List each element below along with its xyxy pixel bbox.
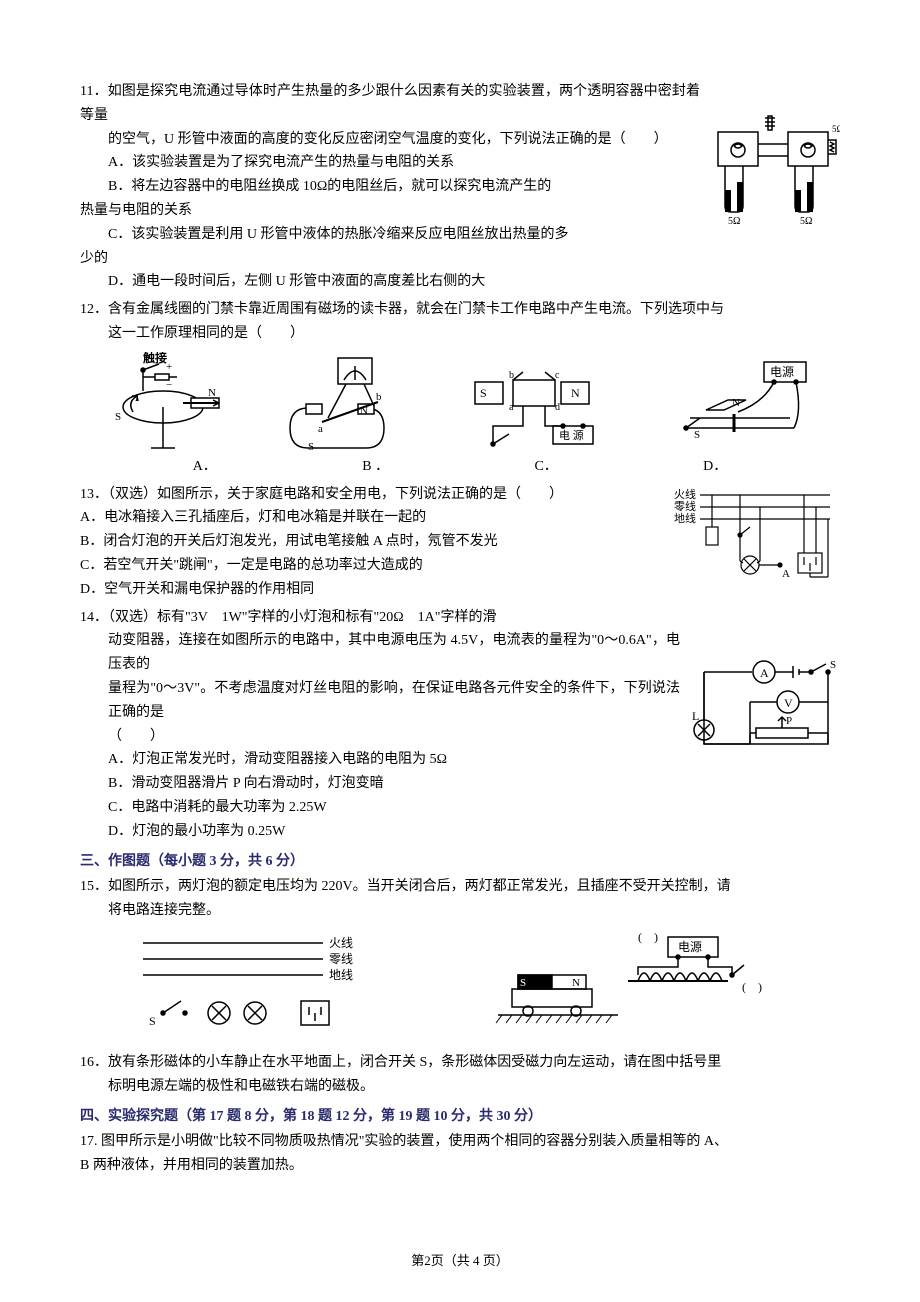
q12-fig-b: N S a b — [278, 352, 418, 452]
q14-opt-b: B．滑动变阻器滑片 P 向右滑动时，灯泡变暗 — [80, 772, 840, 796]
question-16: 16．放有条形磁体的小车静止在水平地面上，闭合开关 S，条形磁体因受磁力向左运动… — [80, 1051, 840, 1099]
q13-figure: 火线 零线 地线 A — [670, 483, 840, 583]
q15-figure-left: 火线 零线 地线 S — [133, 929, 383, 1039]
q12-option-labels: A． B ． C． D． — [80, 455, 840, 479]
q13-opt-b: B．闭合灯泡的开关后灯泡发光，用试电笔接触 A 点时，氖管不发光 — [80, 534, 498, 549]
q12c-N: N — [571, 386, 580, 400]
q12b-b: b — [376, 391, 382, 403]
q12-label-d: D． — [703, 455, 727, 479]
q12-label-b: B ． — [362, 455, 389, 479]
q14-stem-l1: 14．（双选）标有"3V 1W"字样的小灯泡和标有"20Ω 1A"字样的滑 — [80, 610, 496, 625]
q13-opt-d: D．空气开关和漏电保护器的作用相同 — [80, 582, 314, 597]
q11-opt-c-l1: C．该实验装置是利用 U 形管中液体的热胀冷缩来反应电阻丝放出热量的多 — [80, 223, 840, 247]
q13-earth: 地线 — [674, 511, 696, 525]
q17-stem-l2: B 两种液体，并用相同的装置加热。 — [80, 1158, 303, 1173]
q11-r-ext: 5Ω — [832, 124, 840, 134]
q15-figure-right: S N 电源 ( ) ( ) — [488, 929, 788, 1039]
q11-opt-c-l2: 少的 — [80, 251, 108, 266]
q15r-S: S — [520, 977, 526, 989]
question-15: 15．如图所示，两灯泡的额定电压均为 220V。当开关闭合后，两灯都正常发光，且… — [80, 875, 840, 1039]
q12-label-a: A． — [193, 455, 217, 479]
q15r-N: N — [572, 977, 580, 989]
q14-figure: A V L P S — [690, 658, 840, 758]
q14-opt-c: C．电路中消耗的最大功率为 2.25W — [80, 796, 840, 820]
q15l-S: S — [149, 1014, 156, 1028]
q12b-a: a — [318, 423, 323, 435]
q11-figure: 5Ω 5Ω 5Ω — [710, 110, 840, 225]
q15l-live: 火线 — [329, 936, 353, 950]
section-4-title: 四、实验探究题（第 17 题 8 分，第 18 题 12 分，第 19 题 10… — [80, 1105, 840, 1129]
q11-stem-l1: 11．如图是探究电流通过导体时产生热量的多少跟什么因素有关的实验装置，两个透明容… — [80, 84, 700, 123]
page: 5Ω 5Ω 5Ω 11．如图是探究电流通过导体时产生热量的多少跟什么因素有关的实… — [0, 0, 920, 1302]
q13-opt-c: C．若空气开关"跳闸"，一定是电路的总功率过大造成的 — [80, 558, 423, 573]
q12-stem-l1: 12．含有金属线圈的门禁卡靠近周围有磁场的读卡器，就会在门禁卡工作电路中产生电流… — [80, 302, 724, 317]
q12c-c: c — [555, 370, 560, 381]
q11-opt-b-l2: 热量与电阻的关系 — [80, 203, 192, 218]
q14-V: V — [784, 696, 793, 710]
q15-stem-l1: 15．如图所示，两灯泡的额定电压均为 220V。当开关闭合后，两灯都正常发光，且… — [80, 879, 731, 894]
q12-fig-a: 触接 I N S + − — [103, 352, 233, 452]
q12a-S: S — [115, 411, 121, 423]
q12-label-c: C． — [534, 455, 557, 479]
q14-L: L — [692, 709, 699, 723]
q12c-b: b — [509, 370, 514, 381]
question-11: 5Ω 5Ω 5Ω 11．如图是探究电流通过导体时产生热量的多少跟什么因素有关的实… — [80, 80, 840, 294]
svg-text:−: − — [166, 379, 172, 391]
question-17: 17. 图甲所示是小明做"比较不同物质吸热情况"实验的装置，使用两个相同的容器分… — [80, 1130, 840, 1178]
q13-opt-a: A．电冰箱接入三孔插座后，灯和电冰箱是并联在一起的 — [80, 510, 426, 525]
q15r-src: 电源 — [678, 940, 702, 954]
q15l-neutral: 零线 — [329, 952, 353, 966]
q12c-src: 电 源 — [559, 428, 584, 442]
q17-stem-l1: 17. 图甲所示是小明做"比较不同物质吸热情况"实验的装置，使用两个相同的容器分… — [80, 1134, 728, 1149]
q12-fig-d: 电源 N S — [668, 352, 818, 452]
q13-live: 火线 — [674, 487, 696, 501]
q11-opt-d: D．通电一段时间后，左侧 U 形管中液面的高度差比右侧的大 — [80, 270, 840, 294]
q12d-src: 电源 — [770, 365, 794, 379]
q12a-touch: 触接 — [143, 352, 167, 365]
q15-stem-l2: 将电路连接完整。 — [80, 899, 840, 923]
q12a-N: N — [208, 387, 216, 399]
q12-figures-row: 触接 I N S + − — [80, 352, 840, 452]
q16-stem-l2: 标明电源左端的极性和电磁铁右端的磁极。 — [80, 1075, 840, 1099]
q12d-S: S — [694, 429, 700, 441]
q14-opt-d: D．灯泡的最小功率为 0.25W — [80, 820, 840, 844]
page-footer: 第2页（共 4 页） — [0, 1250, 920, 1272]
svg-text:+: + — [166, 361, 172, 373]
q12b-N: N — [360, 405, 368, 417]
section-3-title: 三、作图题（每小题 3 分，共 6 分） — [80, 850, 840, 874]
q13-stem: 13．（双选）如图所示，关于家庭电路和安全用电，下列说法正确的是（ ） — [80, 487, 563, 502]
q12c-S: S — [480, 386, 487, 400]
q12c-d: d — [555, 402, 560, 413]
q15r-blank1: ( ) — [638, 930, 658, 944]
q12-fig-c: S N a b c d 电 源 — [463, 352, 623, 452]
q12b-S: S — [308, 441, 314, 452]
q15l-earth: 地线 — [329, 968, 353, 982]
q14-P: P — [786, 715, 792, 727]
q15r-blank2: ( ) — [742, 980, 762, 994]
q11-r-left: 5Ω — [728, 216, 740, 225]
q13-neutral: 零线 — [674, 499, 696, 513]
question-14: A V L P S 14．（双选）标有"3V 1W"字样的小灯泡和标有"20Ω … — [80, 606, 840, 844]
q16-stem-l1: 16．放有条形磁体的小车静止在水平地面上，闭合开关 S，条形磁体因受磁力向左运动… — [80, 1055, 721, 1070]
q11-r-right: 5Ω — [800, 216, 812, 225]
q14-S: S — [830, 659, 836, 671]
q12d-N: N — [732, 397, 740, 409]
question-12: 12．含有金属线圈的门禁卡靠近周围有磁场的读卡器，就会在门禁卡工作电路中产生电流… — [80, 298, 840, 478]
q12c-a: a — [509, 402, 514, 413]
question-13: 火线 零线 地线 A 13．（双选）如图所示，关于家庭电路和安全用电，下列说法正… — [80, 483, 840, 602]
q13-A: A — [782, 568, 790, 580]
q14-A: A — [760, 666, 769, 680]
q12-stem-l2: 这一工作原理相同的是（ ） — [80, 322, 840, 346]
